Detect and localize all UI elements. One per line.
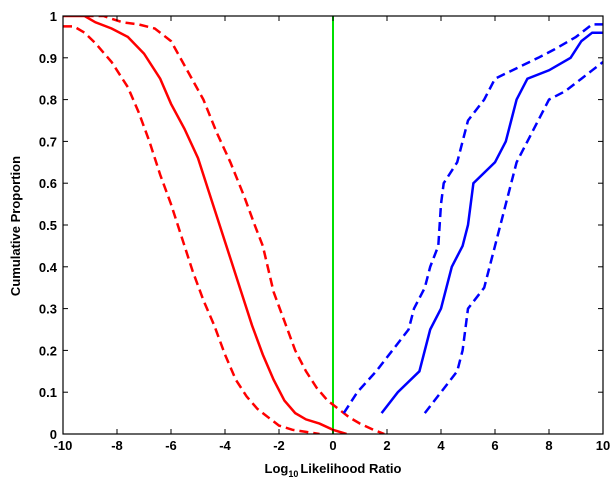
series-line-5 [342, 23, 603, 414]
x-tick-label: 8 [545, 438, 552, 453]
y-tick-label: 0.7 [39, 134, 57, 149]
x-axis-label-subscript: 10 [288, 469, 298, 479]
y-tick-label: 0.4 [39, 260, 58, 275]
series-layer [63, 16, 603, 434]
y-tick-label: 0.2 [39, 343, 57, 358]
y-tick-label: 1 [50, 9, 57, 24]
x-tick-label: 10 [596, 438, 610, 453]
series-line-4 [380, 31, 603, 414]
x-tick-label: -2 [273, 438, 285, 453]
x-tick-label: 2 [383, 438, 390, 453]
x-tick-label: -4 [219, 438, 231, 453]
x-tick-label: -6 [165, 438, 177, 453]
y-tick-label: 0.5 [39, 218, 57, 233]
y-axis-label: Cumulative Proportion [8, 156, 23, 296]
x-tick-label: 6 [491, 438, 498, 453]
series-line-3 [84, 16, 385, 434]
y-tick-label: 0.1 [39, 385, 57, 400]
y-tick-label: 0.6 [39, 176, 57, 191]
y-tick-label: 0.9 [39, 51, 57, 66]
x-axis-label-text: Likelihood Ratio [300, 461, 401, 476]
series-line-2 [63, 25, 320, 434]
ticks-layer: -10 -8 -6 -4 -2 0 2 4 6 8 10 0 0.1 0.2 0.3 0.4 0.5 0.6 0.7… [39, 9, 610, 453]
x-tick-label: 4 [437, 438, 445, 453]
x-tick-label: -10 [54, 438, 73, 453]
y-tick-label: 0 [50, 427, 57, 442]
y-tick-label: 0.8 [39, 93, 57, 108]
x-tick-label: 0 [329, 438, 336, 453]
x-axis-label: Log10 Likelihood Ratio [265, 461, 402, 479]
series-line-1 [63, 16, 347, 434]
x-tick-label: -8 [111, 438, 123, 453]
y-tick-label: 0.3 [39, 302, 57, 317]
series-line-6 [423, 61, 603, 414]
x-axis-label-prefix: Log [265, 461, 289, 476]
